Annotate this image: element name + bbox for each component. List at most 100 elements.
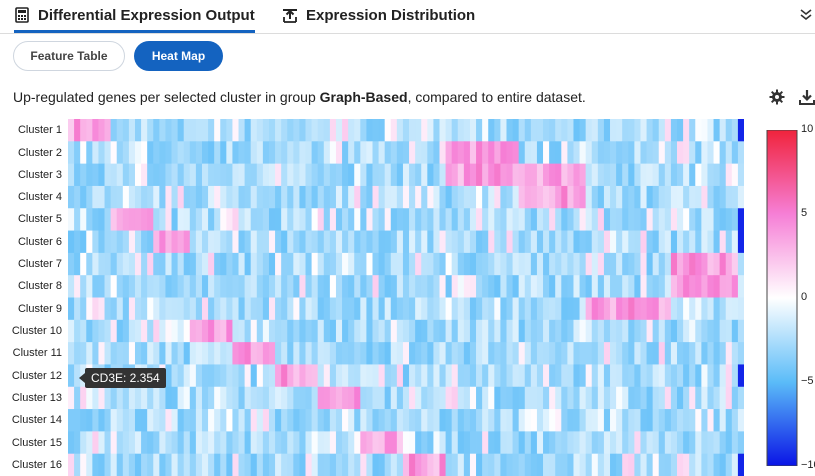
heatmap-cell[interactable] <box>415 163 422 187</box>
heatmap-cell[interactable] <box>409 364 416 388</box>
heatmap-cell[interactable] <box>348 208 355 231</box>
heatmap-cell[interactable] <box>220 319 227 343</box>
heatmap-cell[interactable] <box>494 386 501 410</box>
heatmap-cell[interactable] <box>360 230 367 254</box>
heatmap-cell[interactable] <box>610 230 617 254</box>
heatmap-cell[interactable] <box>646 453 654 476</box>
heatmap-cell[interactable] <box>80 119 87 142</box>
heatmap-cell[interactable] <box>335 319 343 343</box>
heatmap-cell[interactable] <box>421 319 428 343</box>
heatmap-cell[interactable] <box>342 297 349 321</box>
heatmap-cell[interactable] <box>74 386 81 410</box>
heatmap-cell[interactable] <box>354 364 361 388</box>
heatmap-cell[interactable] <box>98 230 105 254</box>
heatmap-cell[interactable] <box>86 275 93 298</box>
heatmap-cell[interactable] <box>220 453 227 476</box>
heatmap-cell[interactable] <box>141 431 148 455</box>
heatmap-cell[interactable] <box>74 230 81 254</box>
heatmap-cell[interactable] <box>208 453 215 476</box>
heatmap-cell[interactable] <box>183 409 191 432</box>
tab-expression-distribution[interactable]: Expression Distribution <box>282 0 475 31</box>
heatmap-cell[interactable] <box>573 185 580 209</box>
heatmap-cell[interactable] <box>153 319 160 343</box>
heatmap-cell[interactable] <box>299 342 306 365</box>
heatmap-cell[interactable] <box>439 163 446 187</box>
heatmap-cell[interactable] <box>92 409 99 432</box>
heatmap-cell[interactable] <box>725 230 733 254</box>
heatmap-cell[interactable] <box>201 252 209 276</box>
heatmap-cell[interactable] <box>116 342 124 365</box>
heatmap-cell[interactable] <box>579 119 587 142</box>
heatmap-cell[interactable] <box>725 431 733 455</box>
heatmap-cell[interactable] <box>372 431 379 455</box>
heatmap-cell[interactable] <box>463 230 471 254</box>
heatmap-cell[interactable] <box>68 141 75 165</box>
heatmap-cell[interactable] <box>713 364 721 388</box>
heatmap-cell[interactable] <box>707 275 714 298</box>
heatmap-cell[interactable] <box>658 252 666 276</box>
heatmap-cell[interactable] <box>719 386 727 410</box>
heatmap-cell[interactable] <box>86 431 93 455</box>
heatmap-cell[interactable] <box>616 342 623 365</box>
heatmap-cell[interactable] <box>293 208 300 231</box>
heatmap-cell[interactable] <box>658 208 666 231</box>
heatmap-cell[interactable] <box>731 364 739 388</box>
heatmap-cell[interactable] <box>524 453 532 476</box>
heatmap-cell[interactable] <box>165 163 172 187</box>
heatmap-cell[interactable] <box>689 208 696 231</box>
heatmap-cell[interactable] <box>366 386 373 410</box>
heatmap-cell[interactable] <box>433 319 440 343</box>
heatmap-cell[interactable] <box>329 275 337 298</box>
heatmap-cell[interactable] <box>409 342 416 365</box>
heatmap-cell[interactable] <box>153 230 160 254</box>
heatmap-cell[interactable] <box>530 319 538 343</box>
heatmap-cell[interactable] <box>658 342 666 365</box>
heatmap-cell[interactable] <box>122 208 130 231</box>
heatmap-cell[interactable] <box>311 319 319 343</box>
heatmap-cell[interactable] <box>354 297 361 321</box>
heatmap-cell[interactable] <box>457 163 465 187</box>
heat-map-button[interactable]: Heat Map <box>134 41 223 71</box>
heatmap-cell[interactable] <box>128 141 136 165</box>
heatmap-cell[interactable] <box>652 364 660 388</box>
heatmap-cell[interactable] <box>616 319 623 343</box>
heatmap-cell[interactable] <box>220 342 227 365</box>
heatmap-cell[interactable] <box>195 119 203 142</box>
heatmap-cell[interactable] <box>372 386 379 410</box>
heatmap-cell[interactable] <box>147 208 154 231</box>
heatmap-cell[interactable] <box>415 431 422 455</box>
heatmap-cell[interactable] <box>208 208 215 231</box>
heatmap-cell[interactable] <box>268 319 276 343</box>
heatmap-cell[interactable] <box>603 119 611 142</box>
heatmap-cell[interactable] <box>329 297 337 321</box>
heatmap-cell[interactable] <box>561 252 568 276</box>
heatmap-cell[interactable] <box>354 230 361 254</box>
heatmap-cell[interactable] <box>189 252 197 276</box>
heatmap-cell[interactable] <box>354 409 361 432</box>
heatmap-cell[interactable] <box>701 230 708 254</box>
heatmap-cell[interactable] <box>585 230 593 254</box>
heatmap-cell[interactable] <box>476 230 483 254</box>
heatmap-cell[interactable] <box>616 163 623 187</box>
heatmap-cell[interactable] <box>591 319 599 343</box>
heatmap-cell[interactable] <box>311 208 319 231</box>
heatmap-cell[interactable] <box>104 119 112 142</box>
heatmap-cell[interactable] <box>695 119 702 142</box>
heatmap-cell[interactable] <box>110 386 118 410</box>
heatmap-cell[interactable] <box>683 208 690 231</box>
heatmap-cell[interactable] <box>201 163 209 187</box>
heatmap-cell[interactable] <box>74 431 81 455</box>
heatmap-cell[interactable] <box>494 185 501 209</box>
heatmap-cell[interactable] <box>323 208 331 231</box>
heatmap-cell[interactable] <box>195 141 203 165</box>
heatmap-cell[interactable] <box>396 342 404 365</box>
heatmap-cell[interactable] <box>311 297 319 321</box>
heatmap-cell[interactable] <box>543 431 550 455</box>
heatmap-cell[interactable] <box>323 119 331 142</box>
heatmap-cell[interactable] <box>585 141 593 165</box>
heatmap-cell[interactable] <box>737 252 744 276</box>
heatmap-cell[interactable] <box>634 386 641 410</box>
heatmap-cell[interactable] <box>524 364 532 388</box>
heatmap-cell[interactable] <box>201 364 209 388</box>
heatmap-cell[interactable] <box>293 163 300 187</box>
